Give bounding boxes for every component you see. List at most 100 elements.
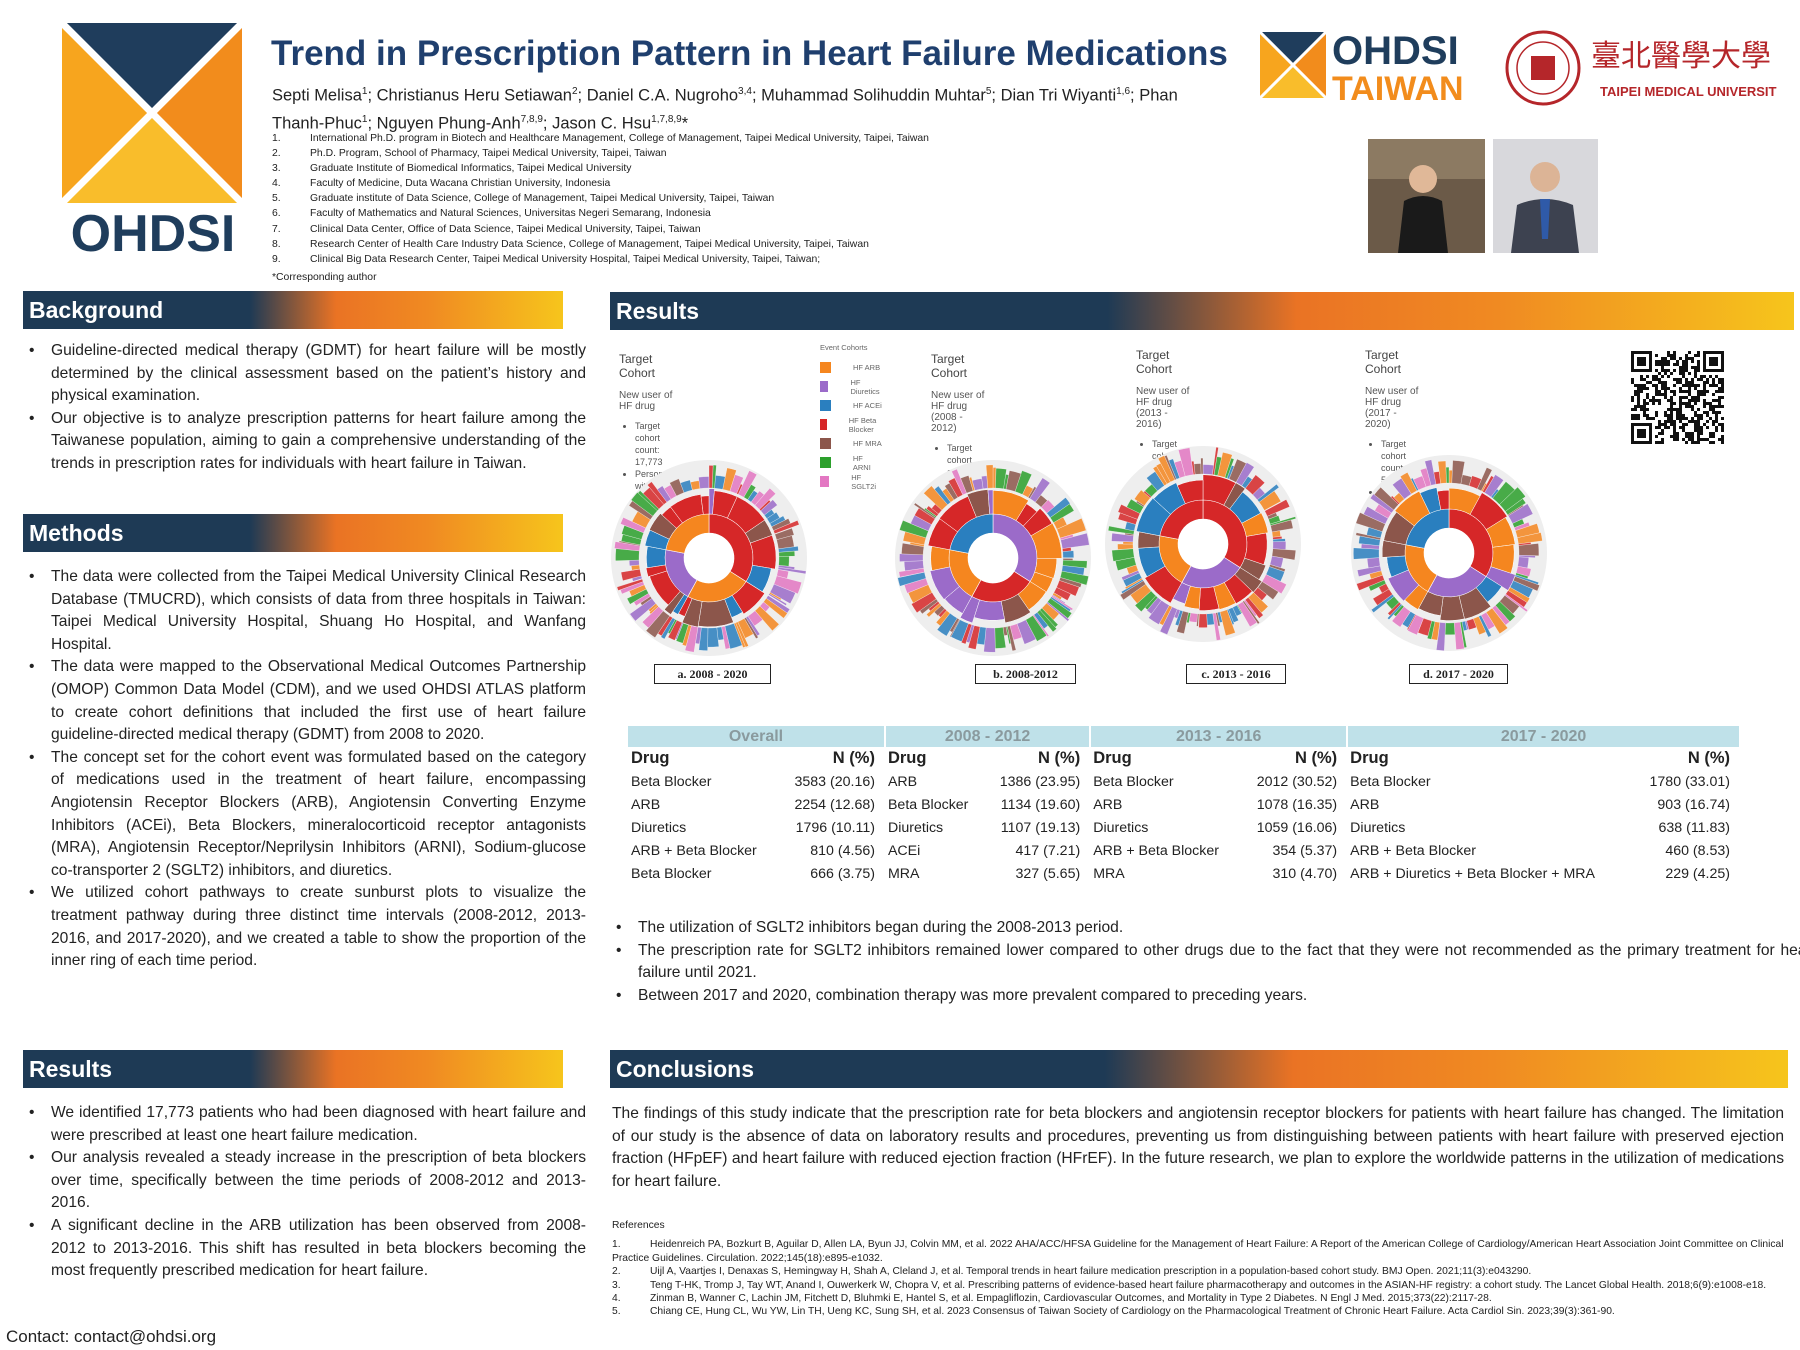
qr-module xyxy=(1655,426,1658,429)
cohort-subtitle: New user of HF drug xyxy=(619,390,673,412)
qr-module xyxy=(1679,390,1682,393)
qr-module xyxy=(1697,432,1700,435)
legend-item: HF ACEi xyxy=(820,396,882,415)
table-cell: Beta Blocker xyxy=(631,773,712,790)
bullet-item: The concept set for the cohort event was… xyxy=(29,747,586,883)
qr-module xyxy=(1682,360,1685,363)
qr-module xyxy=(1697,435,1700,438)
qr-module xyxy=(1718,378,1721,381)
affiliation: 3. Graduate Institute of Biomedical Infor… xyxy=(272,161,929,176)
qr-module xyxy=(1709,375,1712,378)
section-header: Results xyxy=(23,1050,563,1088)
qr-module xyxy=(1682,429,1685,432)
table-cell: ARB xyxy=(631,796,661,813)
sunburst-segment xyxy=(899,553,924,562)
qr-module xyxy=(1679,369,1682,372)
table-cell: 1796 (10.11) xyxy=(795,819,875,836)
qr-module xyxy=(1712,420,1715,423)
qr-module xyxy=(1721,387,1724,390)
references-heading: References xyxy=(612,1220,665,1231)
qr-module xyxy=(1667,408,1670,411)
qr-module xyxy=(1664,396,1667,399)
table-cell: 1078 (16.35) xyxy=(1256,796,1338,813)
author-name: Phan Thanh-Phuc xyxy=(272,86,1178,133)
legend-swatch xyxy=(820,381,829,392)
table-header: N (%) xyxy=(1295,749,1338,767)
qr-module xyxy=(1670,396,1673,399)
legend-swatch xyxy=(820,362,831,373)
qr-module xyxy=(1679,420,1682,423)
affiliation: 2. Ph.D. Program, School of Pharmacy, Tai… xyxy=(272,146,929,161)
qr-module xyxy=(1664,372,1667,375)
qr-module xyxy=(1679,378,1682,381)
qr-module xyxy=(1715,426,1718,429)
qr-module xyxy=(1643,387,1646,390)
qr-module xyxy=(1688,393,1691,396)
qr-module xyxy=(1694,384,1697,387)
qr-module xyxy=(1706,381,1709,384)
table-cell: ARB + Beta Blocker xyxy=(1350,842,1476,859)
sunburst-segment xyxy=(1202,464,1214,475)
qr-module xyxy=(1685,417,1688,420)
qr-module xyxy=(1688,438,1691,441)
qr-module xyxy=(1703,423,1706,426)
reference-text: Chiang CE, Hung CL, Wu YW, Lin TH, Ueng … xyxy=(650,1306,1615,1318)
qr-module xyxy=(1694,354,1697,357)
author-separator: * xyxy=(681,114,689,132)
legend-label: HF ARNI xyxy=(852,453,871,472)
qr-module xyxy=(1646,402,1649,405)
qr-module xyxy=(1667,387,1670,390)
sunburst-segment xyxy=(700,495,710,515)
author-affiliation: 1,7,8,9 xyxy=(651,113,682,125)
sunburst-segment xyxy=(1272,541,1287,550)
sunburst-segment xyxy=(768,593,787,606)
author-affiliation: 1 xyxy=(361,113,368,125)
qr-module xyxy=(1679,372,1682,375)
qr-module xyxy=(1643,402,1646,405)
qr-module xyxy=(1709,435,1712,438)
qr-module xyxy=(1682,372,1685,375)
qr-module xyxy=(1709,432,1712,435)
qr-module xyxy=(1688,372,1691,375)
qr-module xyxy=(1637,387,1640,390)
qr-module xyxy=(1706,426,1709,429)
qr-module xyxy=(1661,441,1664,444)
qr-module xyxy=(1658,420,1661,423)
qr-module xyxy=(1685,435,1688,438)
table-group-title: 2008 - 2012 xyxy=(884,726,1092,747)
qr-module xyxy=(1661,369,1664,372)
bullet-list: We identified 17,773 patients who had be… xyxy=(23,1102,586,1283)
qr-finder xyxy=(1637,357,1646,366)
qr-module xyxy=(1700,375,1703,378)
qr-module xyxy=(1685,432,1688,435)
author-affiliation: 5 xyxy=(985,86,992,97)
qr-module xyxy=(1691,357,1694,360)
qr-module xyxy=(1655,435,1658,438)
qr-module xyxy=(1646,381,1649,384)
qr-module xyxy=(1664,423,1667,426)
qr-module xyxy=(1670,399,1673,402)
qr-module xyxy=(1706,390,1709,393)
author-name: Muhammad Solihuddin Muhtar xyxy=(761,86,986,105)
qr-module xyxy=(1685,366,1688,369)
qr-module xyxy=(1712,405,1715,408)
qr-module xyxy=(1664,363,1667,366)
table-header: Drug xyxy=(631,749,670,767)
qr-module xyxy=(1694,366,1697,369)
qr-module xyxy=(1697,417,1700,420)
table-cell: 810 (4.56) xyxy=(810,842,875,859)
seal-ring xyxy=(1516,41,1570,95)
author-affiliation: 3,4 xyxy=(738,86,752,97)
qr-module xyxy=(1682,366,1685,369)
figure-caption: c. 2013 - 2016 xyxy=(1186,664,1286,684)
qr-module xyxy=(1688,390,1691,393)
qr-module xyxy=(1679,417,1682,420)
qr-module xyxy=(1688,432,1691,435)
affiliation-number: 6. xyxy=(272,208,281,220)
cohort-subtitle: New user of HF drug (2013 - 2016) xyxy=(1136,386,1190,430)
table-cell: 638 (11.83) xyxy=(1658,819,1730,836)
qr-module xyxy=(1703,375,1706,378)
qr-module xyxy=(1661,423,1664,426)
qr-module xyxy=(1694,399,1697,402)
qr-module xyxy=(1664,357,1667,360)
